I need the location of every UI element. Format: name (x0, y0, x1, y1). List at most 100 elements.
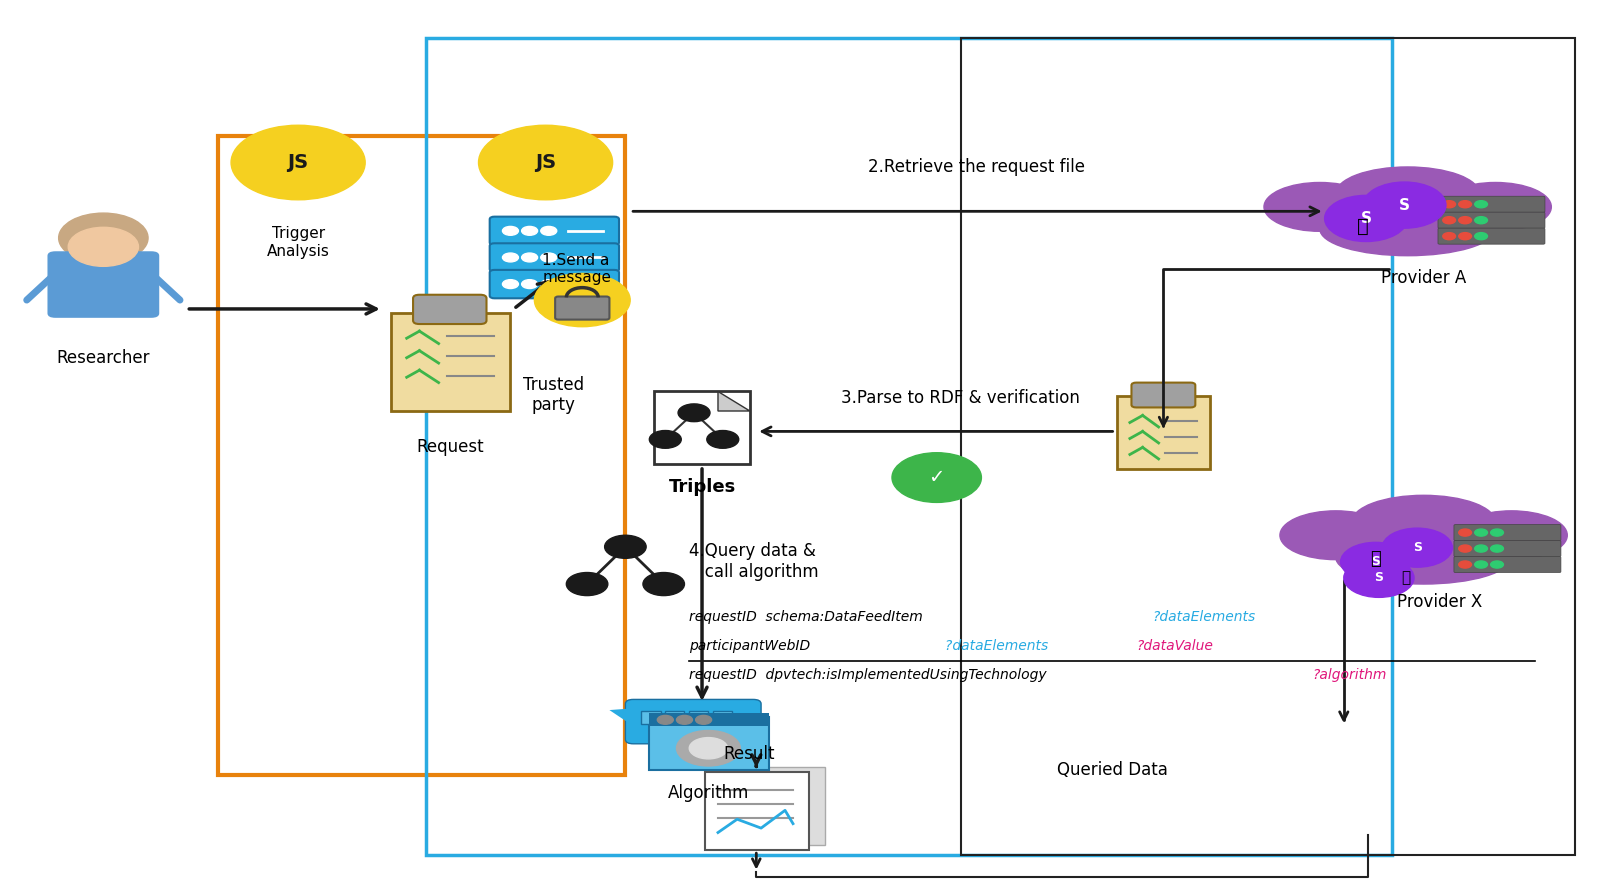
FancyBboxPatch shape (1131, 382, 1195, 407)
Circle shape (59, 213, 147, 263)
Circle shape (649, 430, 681, 448)
Text: requestID  dpvtech:isImplementedUsingTechnology: requestID dpvtech:isImplementedUsingTech… (689, 669, 1051, 682)
Circle shape (522, 253, 538, 262)
FancyBboxPatch shape (1455, 524, 1560, 540)
FancyBboxPatch shape (490, 270, 618, 298)
Text: 2.Retrieve the request file: 2.Retrieve the request file (868, 158, 1085, 176)
Circle shape (1475, 232, 1488, 239)
FancyBboxPatch shape (490, 217, 618, 245)
Text: Provider X: Provider X (1397, 593, 1482, 611)
Text: 3.Parse to RDF & verification: 3.Parse to RDF & verification (841, 388, 1080, 406)
Circle shape (695, 715, 711, 724)
FancyBboxPatch shape (654, 391, 750, 464)
Text: S: S (1375, 572, 1384, 584)
FancyBboxPatch shape (1117, 396, 1210, 469)
FancyBboxPatch shape (665, 711, 684, 724)
Circle shape (1491, 561, 1503, 568)
FancyBboxPatch shape (721, 767, 825, 845)
Text: Result: Result (724, 746, 775, 764)
Ellipse shape (1280, 511, 1392, 560)
Circle shape (1459, 232, 1472, 239)
Circle shape (1475, 217, 1488, 224)
Circle shape (1475, 561, 1488, 568)
Circle shape (676, 715, 692, 724)
Text: 👤: 👤 (1357, 217, 1368, 236)
Text: JS: JS (535, 153, 556, 172)
Text: ?dataValue: ?dataValue (1136, 639, 1213, 653)
Ellipse shape (1320, 203, 1495, 255)
FancyBboxPatch shape (625, 699, 761, 744)
FancyBboxPatch shape (391, 313, 511, 411)
Circle shape (676, 730, 740, 766)
Text: participantWebID: participantWebID (689, 639, 819, 653)
FancyBboxPatch shape (689, 711, 708, 724)
Circle shape (689, 738, 727, 759)
FancyBboxPatch shape (641, 711, 660, 724)
Circle shape (1344, 558, 1415, 597)
Circle shape (541, 280, 557, 288)
Circle shape (1363, 182, 1447, 229)
Ellipse shape (1352, 496, 1495, 548)
Text: ?dataElements: ?dataElements (945, 639, 1053, 653)
Circle shape (541, 253, 557, 262)
Text: 1.Send a
message: 1.Send a message (543, 253, 612, 285)
Text: 👤: 👤 (1370, 550, 1381, 568)
FancyBboxPatch shape (1439, 229, 1544, 244)
Circle shape (503, 227, 519, 235)
Circle shape (535, 273, 630, 327)
Ellipse shape (1336, 167, 1480, 221)
Circle shape (1459, 529, 1472, 536)
Circle shape (1341, 542, 1411, 581)
Circle shape (1475, 545, 1488, 552)
Circle shape (604, 535, 646, 558)
Text: JS: JS (287, 153, 309, 172)
FancyBboxPatch shape (413, 295, 487, 324)
Ellipse shape (1264, 182, 1376, 231)
Circle shape (1443, 232, 1456, 239)
Circle shape (1475, 201, 1488, 208)
Circle shape (642, 572, 684, 596)
Text: S: S (1360, 211, 1371, 226)
Circle shape (1459, 201, 1472, 208)
Ellipse shape (1440, 182, 1551, 231)
Text: Trusted
party: Trusted party (522, 375, 585, 414)
Circle shape (1383, 528, 1453, 567)
Circle shape (522, 227, 538, 235)
Text: 4.Query data &
   call algorithm: 4.Query data & call algorithm (689, 542, 819, 581)
Circle shape (522, 280, 538, 288)
Text: 👤: 👤 (1402, 571, 1411, 585)
Polygon shape (609, 708, 633, 726)
Circle shape (231, 125, 365, 200)
Text: requestID  schema:DataFeedItem: requestID schema:DataFeedItem (689, 610, 928, 624)
Text: Request: Request (417, 438, 484, 455)
Circle shape (503, 253, 519, 262)
FancyBboxPatch shape (556, 296, 609, 320)
FancyBboxPatch shape (1455, 540, 1560, 556)
FancyBboxPatch shape (705, 772, 809, 850)
Circle shape (1459, 561, 1472, 568)
Text: S: S (1413, 541, 1421, 555)
FancyBboxPatch shape (649, 717, 769, 771)
Text: Provider A: Provider A (1381, 269, 1466, 287)
Circle shape (1443, 201, 1456, 208)
Circle shape (1443, 217, 1456, 224)
Text: ?algorithm: ?algorithm (1312, 669, 1386, 682)
Circle shape (1491, 545, 1503, 552)
Circle shape (892, 453, 982, 503)
Circle shape (503, 280, 519, 288)
FancyBboxPatch shape (48, 251, 159, 318)
FancyBboxPatch shape (1439, 196, 1544, 213)
Circle shape (1459, 217, 1472, 224)
Text: S: S (1399, 197, 1410, 213)
Text: S: S (1371, 555, 1381, 568)
Circle shape (567, 572, 607, 596)
FancyBboxPatch shape (649, 713, 769, 726)
Circle shape (1459, 545, 1472, 552)
Text: Algorithm: Algorithm (668, 784, 750, 802)
Circle shape (1475, 529, 1488, 536)
Text: Queried Data: Queried Data (1057, 762, 1168, 780)
Circle shape (706, 430, 739, 448)
Text: Triples: Triples (668, 478, 735, 496)
Text: ?dataElements: ?dataElements (1152, 610, 1256, 624)
FancyBboxPatch shape (490, 243, 618, 271)
